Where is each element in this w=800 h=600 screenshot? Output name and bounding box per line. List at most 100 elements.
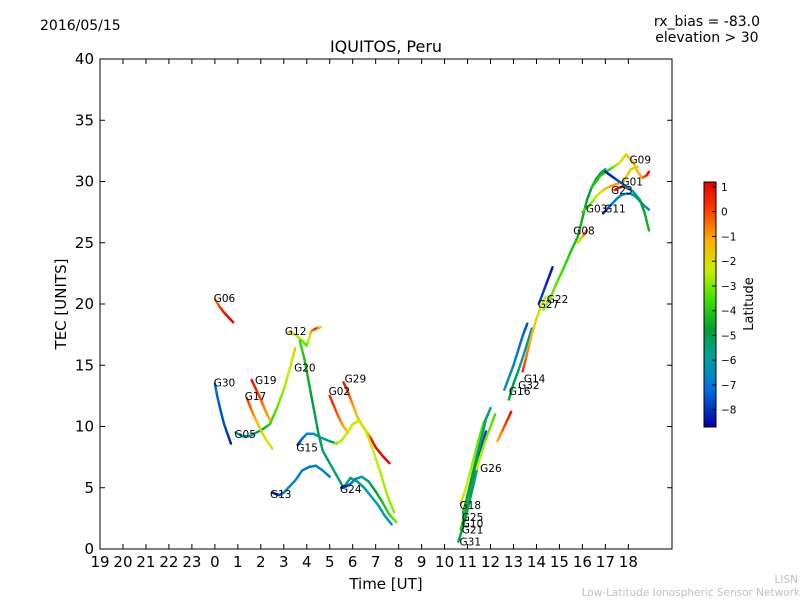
series-G06 — [213, 297, 235, 324]
series-G08b — [576, 229, 589, 244]
x-tick-label: 1 — [233, 553, 243, 571]
satellite-label: G29 — [345, 374, 367, 386]
series-G16 — [496, 410, 513, 443]
y-axis-label: TEC [UNITS] — [52, 259, 70, 351]
satellite-label: G02 — [329, 386, 351, 398]
colorbar-tick-label: −8 — [721, 405, 736, 417]
series-G32 — [507, 327, 534, 401]
y-tick-label: 30 — [75, 173, 94, 191]
series-G13 — [271, 464, 331, 497]
satellite-label: G13 — [270, 489, 292, 501]
x-tick-label: 3 — [279, 553, 289, 571]
series-G22 — [537, 266, 554, 306]
y-tick-label: 20 — [75, 295, 94, 313]
x-tick-label: 0 — [210, 553, 220, 571]
series-G19 — [250, 378, 272, 422]
series-G26 — [475, 413, 497, 471]
x-tick-label: 21 — [136, 553, 155, 571]
y-tick-label: 40 — [75, 50, 94, 68]
satellite-label: G09 — [630, 154, 652, 166]
elevation-label: elevation > 30 — [655, 30, 759, 46]
series-G27 — [521, 295, 547, 373]
trace-segment — [550, 266, 554, 271]
trace-segment — [603, 168, 607, 172]
satellite-label: G01 — [621, 177, 643, 189]
colorbar-tick-label: −5 — [721, 330, 736, 342]
x-tick-label: 8 — [394, 553, 404, 571]
satellite-label: G18 — [460, 500, 482, 512]
x-tick-label: 14 — [527, 553, 546, 571]
trace-segment — [269, 445, 274, 450]
satellite-label: G22 — [547, 294, 569, 306]
trace-segment — [327, 474, 331, 478]
colorbar-tick-label: −7 — [721, 380, 736, 392]
satellite-label: G23 — [611, 185, 633, 197]
satellite-label: G24 — [340, 484, 362, 496]
x-tick-label: 16 — [573, 553, 592, 571]
trace-segment — [493, 413, 497, 418]
y-tick-label: 25 — [75, 234, 94, 252]
series-G24 — [340, 475, 398, 524]
series-G01 — [333, 419, 396, 514]
series-G25 — [461, 406, 492, 515]
satellite-label: G25 — [462, 512, 484, 524]
x-axis-label: Time [UT] — [348, 575, 422, 593]
series-G09 — [590, 153, 651, 189]
satellite-label: G16 — [509, 386, 531, 398]
series-G12 — [287, 326, 322, 347]
colorbar-tick-label: 1 — [721, 182, 728, 194]
trace-segment — [525, 322, 529, 327]
trace-segment — [474, 469, 478, 476]
colorbar-tick-label: −6 — [721, 355, 737, 367]
x-tick-label: 6 — [348, 553, 358, 571]
y-tick-label: 10 — [75, 418, 94, 436]
satellite-label: G32 — [518, 380, 540, 392]
x-tick-label: 23 — [182, 553, 201, 571]
rx-bias-block: rx_bias = -83.0 elevation > 30 — [654, 14, 760, 46]
trace-segment — [393, 519, 398, 524]
y-tick-label: 15 — [75, 356, 94, 374]
colorbar-tick-label: 0 — [721, 207, 728, 219]
colorbar-tick-label: −2 — [721, 256, 736, 268]
satellite-label: G03 — [586, 203, 608, 215]
trace-segment — [389, 521, 393, 526]
satellite-label: G15 — [296, 442, 318, 454]
trace-segment — [268, 417, 272, 422]
series-G20 — [298, 339, 393, 526]
series-G29 — [342, 381, 391, 465]
series-G31 — [457, 469, 478, 543]
satellite-label: G17 — [245, 391, 267, 403]
x-tick-label: 13 — [504, 553, 523, 571]
trace-segment — [647, 226, 651, 232]
satellite-label: G20 — [294, 363, 316, 375]
satellite-label: G14 — [524, 374, 546, 386]
trace-segment — [293, 346, 297, 353]
x-tick-label: 22 — [159, 553, 178, 571]
series-G03 — [581, 165, 639, 214]
trace-segment — [529, 327, 534, 333]
x-tick-label: 17 — [596, 553, 615, 571]
series-G17 — [245, 397, 274, 450]
trace-segment — [483, 430, 488, 436]
x-tick-label: 9 — [417, 553, 427, 571]
colorbar — [703, 181, 717, 428]
colorbar-tick-label: −1 — [721, 231, 736, 243]
trace-segment — [391, 508, 396, 514]
trace-segment — [543, 295, 547, 300]
series-G14 — [503, 322, 529, 391]
rx-bias-label: rx_bias = -83.0 — [653, 14, 760, 30]
satellite-label: G27 — [538, 299, 560, 311]
trace-segment — [387, 460, 391, 465]
x-tick-label: 7 — [371, 553, 381, 571]
x-tick-label: 15 — [550, 553, 569, 571]
satellite-label: G10 — [462, 518, 484, 530]
satellite-label: G21 — [462, 524, 484, 536]
credit-lisn: LISN — [774, 574, 798, 586]
trace-segment — [585, 229, 589, 233]
trace-segment — [231, 320, 235, 324]
y-tick-label: 5 — [84, 479, 94, 497]
trace-segment — [509, 410, 513, 415]
trace-segment — [647, 207, 651, 211]
series-G08 — [542, 168, 607, 312]
